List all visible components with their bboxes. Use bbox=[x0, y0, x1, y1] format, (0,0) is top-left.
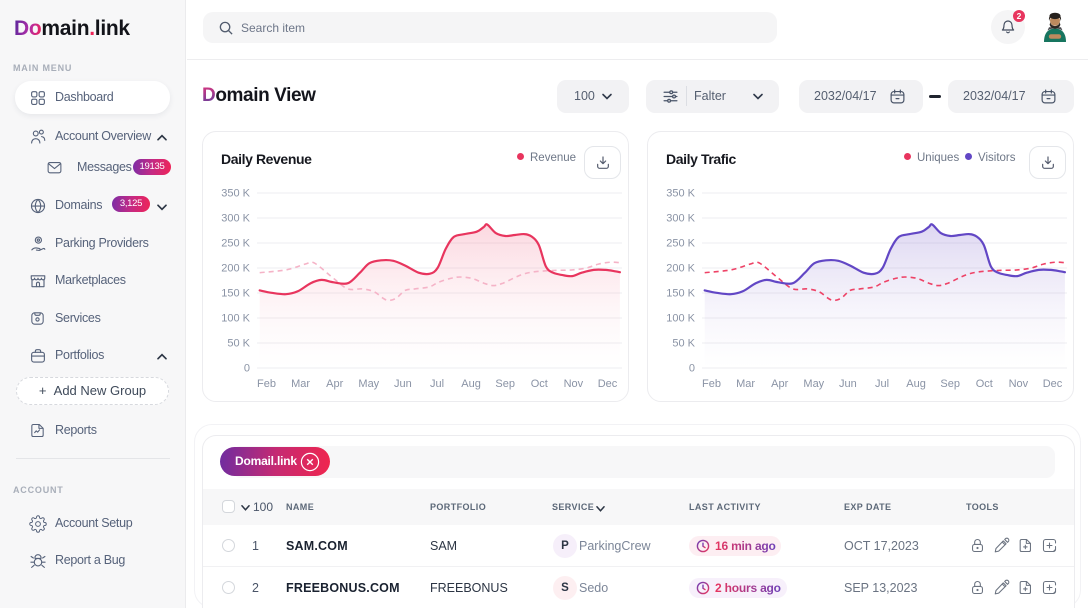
svg-text:Jul: Jul bbox=[430, 378, 444, 390]
svg-text:100 K: 100 K bbox=[221, 313, 250, 325]
svg-text:150 K: 150 K bbox=[666, 288, 695, 300]
svg-text:300 K: 300 K bbox=[221, 213, 250, 225]
svg-text:200 K: 200 K bbox=[666, 263, 695, 275]
svg-text:Sep: Sep bbox=[940, 378, 960, 390]
svg-text:Feb: Feb bbox=[257, 378, 276, 390]
svg-text:Mar: Mar bbox=[291, 378, 310, 390]
svg-text:Jul: Jul bbox=[875, 378, 889, 390]
svg-text:0: 0 bbox=[689, 363, 695, 375]
svg-text:Jun: Jun bbox=[839, 378, 857, 390]
svg-text:100 K: 100 K bbox=[666, 313, 695, 325]
svg-text:Apr: Apr bbox=[326, 378, 343, 390]
svg-text:350 K: 350 K bbox=[666, 188, 695, 200]
svg-text:250 K: 250 K bbox=[221, 238, 250, 250]
svg-text:300 K: 300 K bbox=[666, 213, 695, 225]
svg-text:350 K: 350 K bbox=[221, 188, 250, 200]
svg-text:Sep: Sep bbox=[495, 378, 515, 390]
svg-text:Apr: Apr bbox=[771, 378, 788, 390]
svg-text:Oct: Oct bbox=[531, 378, 548, 390]
svg-text:Nov: Nov bbox=[564, 378, 584, 390]
svg-text:50 K: 50 K bbox=[227, 338, 250, 350]
svg-text:50 K: 50 K bbox=[672, 338, 695, 350]
svg-text:Nov: Nov bbox=[1009, 378, 1029, 390]
svg-text:Dec: Dec bbox=[598, 378, 618, 390]
svg-text:May: May bbox=[358, 378, 379, 390]
svg-text:Jun: Jun bbox=[394, 378, 412, 390]
svg-text:Feb: Feb bbox=[702, 378, 721, 390]
svg-text:Aug: Aug bbox=[906, 378, 926, 390]
svg-text:200 K: 200 K bbox=[221, 263, 250, 275]
svg-text:0: 0 bbox=[244, 363, 250, 375]
svg-text:Mar: Mar bbox=[736, 378, 755, 390]
svg-text:Dec: Dec bbox=[1043, 378, 1063, 390]
svg-text:Aug: Aug bbox=[461, 378, 481, 390]
svg-text:150 K: 150 K bbox=[221, 288, 250, 300]
svg-text:250 K: 250 K bbox=[666, 238, 695, 250]
svg-text:May: May bbox=[803, 378, 824, 390]
svg-text:Oct: Oct bbox=[976, 378, 993, 390]
